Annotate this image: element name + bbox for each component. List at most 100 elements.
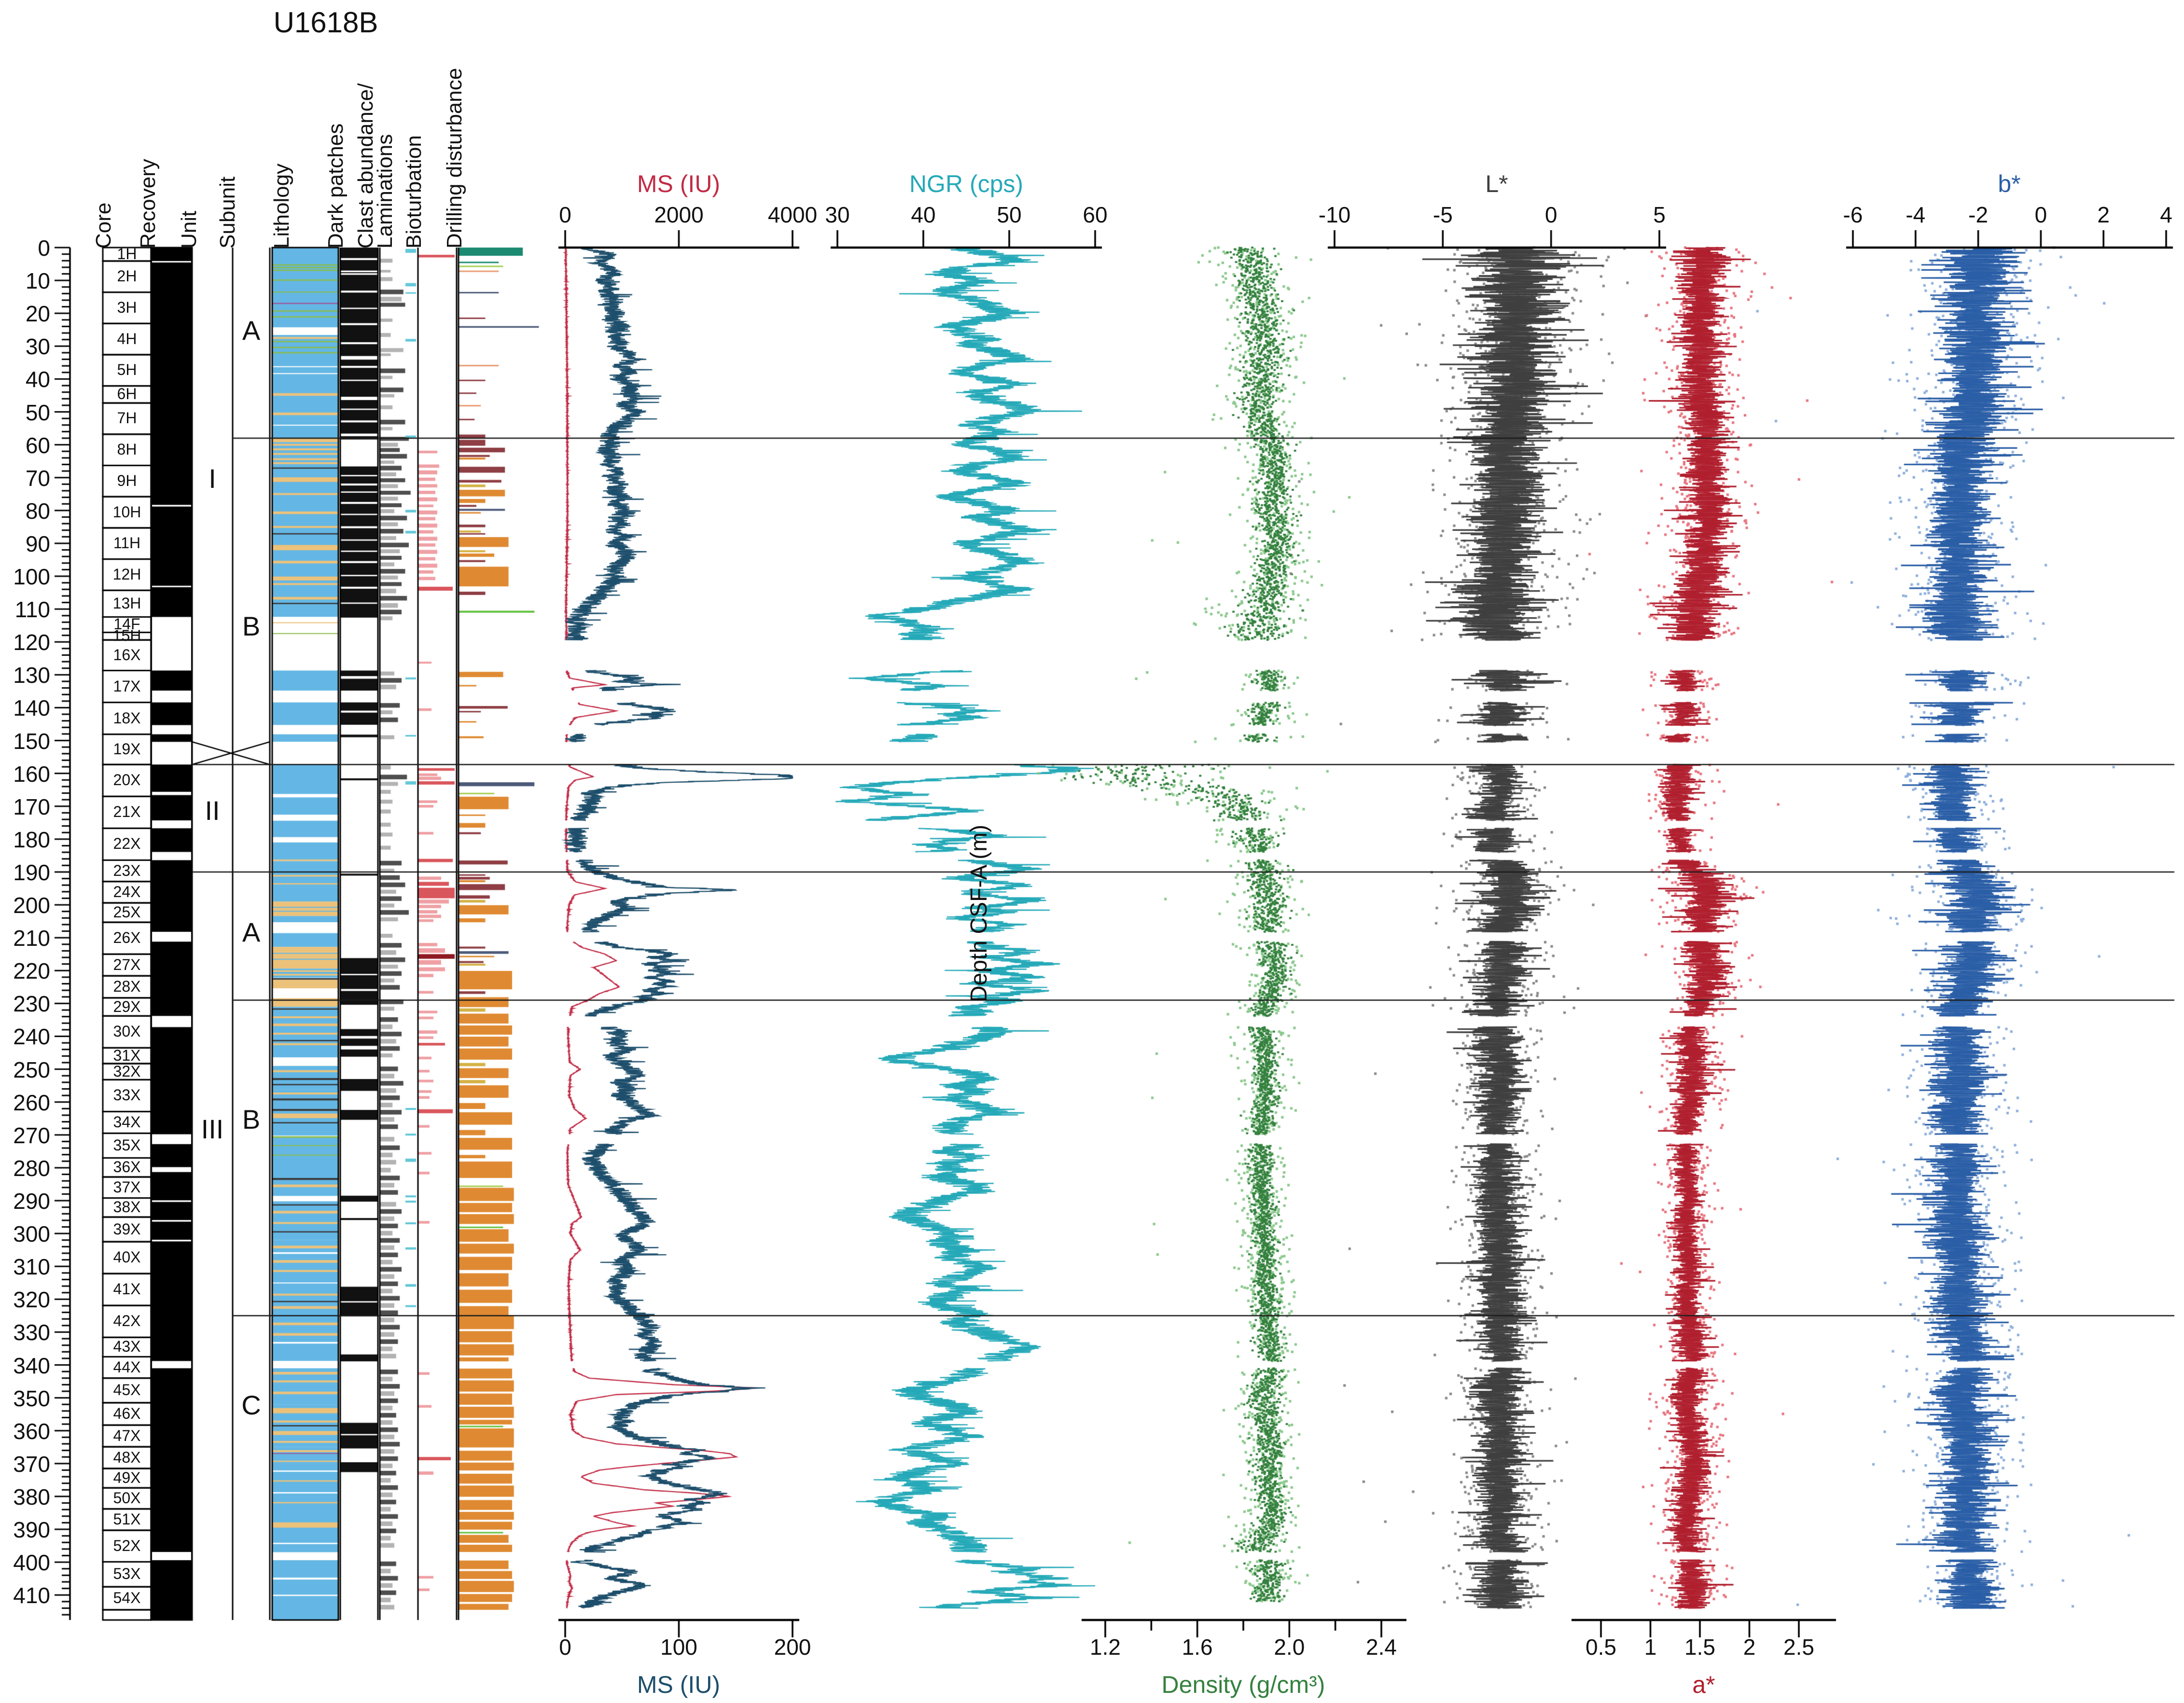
axis-tick-label-lstar: 0 [1544, 202, 1558, 227]
depth-tick-label: 340 [13, 1353, 50, 1378]
depth-tick-label: 200 [13, 893, 50, 918]
unit-label: III [201, 1114, 224, 1145]
core-label: 5H [117, 361, 137, 379]
core-label: 36X [113, 1158, 141, 1176]
core-label: 38X [113, 1198, 141, 1216]
core-label: 14F [113, 615, 140, 633]
page-title: U1618B [273, 6, 378, 39]
axis-tick-label-lstar: 5 [1653, 202, 1666, 227]
core-label: 40X [113, 1248, 141, 1266]
depth-tick-label: 400 [13, 1550, 50, 1576]
depth-tick-label: 370 [13, 1451, 50, 1477]
core-label: 10H [112, 503, 141, 521]
depth-tick-label: 30 [25, 334, 50, 360]
core-label: 48X [113, 1448, 141, 1466]
depth-axis-label-text: Depth CSF-A (m) [966, 824, 992, 1002]
axis-tick-label-lstar: -5 [1433, 202, 1453, 227]
depth-tick-label: 170 [13, 794, 50, 819]
column-header-subunit: Subunit [216, 176, 239, 249]
axis-tick-label-bstar: 0 [2034, 202, 2047, 227]
depth-tick-label: 20 [25, 301, 50, 327]
core-label: 11H [113, 534, 141, 552]
axis-tick-label-astar: 1 [1644, 1634, 1657, 1660]
axis-tick-label-ms_bot: 100 [660, 1634, 697, 1660]
core-label: 6H [117, 385, 137, 403]
core-label: 37X [113, 1178, 141, 1196]
core-label: 29X [113, 997, 141, 1015]
depth-tick-label: 100 [13, 564, 50, 590]
depth-tick-label: 270 [13, 1122, 50, 1148]
depth-tick-label: 250 [13, 1057, 50, 1082]
depth-tick-label: 70 [25, 465, 50, 491]
core-label: 34X [113, 1113, 141, 1131]
core-label: 2H [117, 267, 137, 285]
core-label: 13H [112, 594, 141, 612]
core-label: 25X [113, 903, 141, 921]
axis-tick-label-ngr: 50 [997, 202, 1022, 227]
axis-title-ms-bottom: MS (IU) [637, 1671, 721, 1698]
core-label: 12H [112, 565, 141, 583]
core-label: 47X [113, 1426, 141, 1444]
depth-tick-label: 230 [13, 991, 50, 1017]
depth-tick-label: 10 [25, 268, 50, 294]
core-label: 44X [113, 1358, 141, 1376]
axis-tick-label-ms_bot: 0 [559, 1634, 571, 1660]
depth-tick-label: 300 [13, 1221, 50, 1247]
depth-tick-label: 280 [13, 1155, 50, 1181]
column-header-lithology: Lithology [270, 163, 293, 249]
column-header-recovery: Recovery [136, 159, 160, 249]
depth-tick-label: 60 [25, 432, 50, 458]
axis-tick-label-ms_top: 0 [559, 202, 571, 227]
core-label: 21X [113, 803, 141, 821]
depth-tick-label: 0 [38, 235, 50, 261]
core-label: 43X [113, 1338, 141, 1356]
axis-title-bstar: b* [1998, 170, 2021, 197]
depth-tick-label: 240 [13, 1024, 50, 1050]
core-label: 8H [117, 441, 137, 458]
axis-tick-label-bstar: -6 [1843, 202, 1863, 227]
column-header-drilling-disturbance: Drilling disturbance [443, 68, 466, 249]
core-label: 26X [113, 929, 141, 947]
column-header-laminations: Laminations [373, 134, 397, 249]
core-label: 30X [113, 1023, 141, 1040]
depth-tick-label: 180 [13, 827, 50, 852]
depth-tick-label: 320 [13, 1287, 50, 1313]
core-label: 19X [113, 740, 141, 758]
axis-title-density: Density (g/cm³) [1161, 1671, 1325, 1698]
depth-tick-label: 120 [13, 630, 50, 655]
axis-tick-label-bstar: -4 [1906, 202, 1926, 227]
core-label: 16X [113, 646, 141, 664]
axis-title-ngr: NGR (cps) [909, 170, 1024, 197]
depth-tick-label: 350 [13, 1385, 50, 1411]
unit-label: I [209, 463, 216, 494]
depth-tick-label: 390 [13, 1517, 50, 1543]
axis-tick-label-ms_top: 4000 [767, 202, 818, 227]
depth-tick-label: 310 [13, 1254, 50, 1280]
core-label: 54X [113, 1589, 141, 1607]
axis-tick-label-ms_top: 2000 [654, 202, 704, 227]
axis-tick-label-astar: 2.5 [1783, 1634, 1814, 1660]
axis-tick-label-astar: 0.5 [1586, 1634, 1616, 1660]
core-label: 27X [113, 955, 141, 973]
subunit-label: C [241, 1390, 261, 1421]
depth-tick-label: 260 [13, 1090, 50, 1115]
axis-tick-label-ngr: 30 [825, 202, 850, 227]
axis-tick-label-ngr: 40 [911, 202, 936, 227]
subunit-label: A [242, 916, 261, 947]
core-label: 4H [117, 330, 137, 347]
core-label: 39X [113, 1220, 141, 1238]
axis-tick-label-density: 1.6 [1182, 1634, 1213, 1660]
core-label: 33X [113, 1086, 141, 1104]
core-label: 32X [113, 1062, 141, 1080]
core-label: 35X [113, 1136, 141, 1154]
core-label: 45X [113, 1381, 141, 1399]
depth-tick-label: 360 [13, 1418, 50, 1444]
axis-tick-label-density: 1.2 [1090, 1634, 1121, 1660]
core-label: 18X [113, 709, 141, 727]
subunit-label: B [242, 611, 261, 642]
subunit-label: A [242, 315, 261, 346]
core-label: 9H [117, 471, 137, 489]
depth-tick-label: 40 [25, 367, 50, 392]
column-header-unit: Unit [177, 210, 201, 249]
